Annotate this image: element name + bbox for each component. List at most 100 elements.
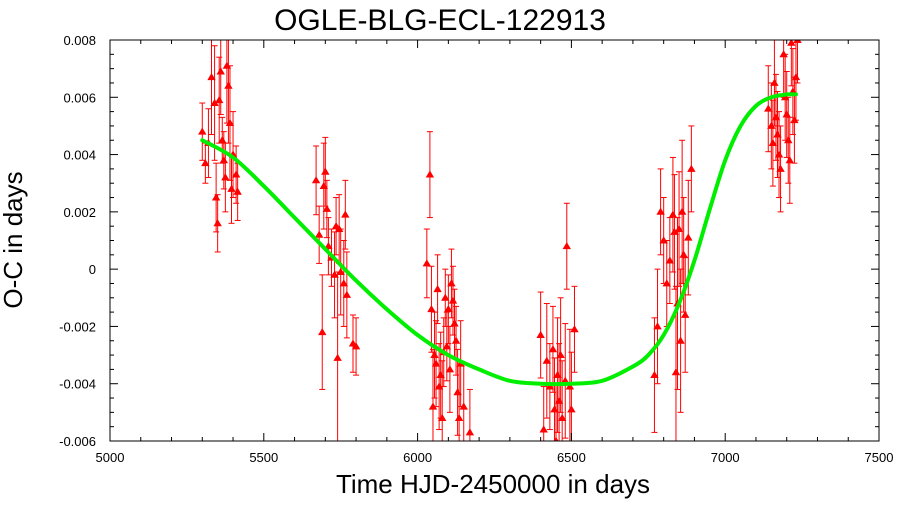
data-point-83 bbox=[668, 210, 678, 218]
data-point-39 bbox=[427, 305, 436, 313]
data-point-4 bbox=[210, 98, 219, 106]
y-tick-label: -0.006 bbox=[59, 434, 96, 449]
data-point-80 bbox=[659, 236, 668, 244]
data-point-33 bbox=[341, 210, 350, 218]
data-point-69 bbox=[554, 396, 564, 404]
data-point-70 bbox=[556, 350, 565, 359]
data-point-31 bbox=[336, 267, 345, 275]
data-point-59 bbox=[459, 402, 468, 410]
x-tick-label: 7000 bbox=[711, 450, 740, 465]
data-point-89 bbox=[677, 207, 687, 215]
data-point-96 bbox=[768, 138, 778, 147]
data-point-10 bbox=[219, 156, 229, 164]
fit-curve bbox=[200, 92, 798, 387]
data-point-30 bbox=[334, 224, 344, 232]
data-point-11 bbox=[221, 173, 230, 181]
data-point-63 bbox=[542, 356, 551, 364]
data-point-12 bbox=[222, 61, 232, 69]
data-point-42 bbox=[431, 359, 441, 367]
data-point-104 bbox=[782, 110, 791, 118]
data-point-82 bbox=[665, 256, 675, 264]
data-point-40 bbox=[428, 402, 438, 410]
data-point-19 bbox=[311, 176, 321, 184]
data-point-98 bbox=[771, 113, 781, 121]
x-tick-label: 7500 bbox=[865, 450, 894, 465]
data-point-106 bbox=[785, 156, 794, 164]
data-point-90 bbox=[679, 250, 688, 258]
data-point-17 bbox=[231, 170, 241, 178]
y-tick-label: 0.006 bbox=[63, 90, 96, 105]
data-point-93 bbox=[687, 164, 696, 172]
data-point-13 bbox=[224, 81, 233, 89]
data-point-14 bbox=[225, 118, 235, 127]
data-point-79 bbox=[656, 207, 665, 215]
data-point-5 bbox=[211, 193, 221, 201]
data-point-92 bbox=[684, 233, 693, 241]
data-point-1 bbox=[201, 158, 210, 167]
data-point-78 bbox=[653, 322, 662, 330]
data-point-111 bbox=[793, 40, 802, 43]
data-point-23 bbox=[321, 167, 330, 175]
data-point-34 bbox=[342, 290, 352, 298]
data-point-57 bbox=[454, 413, 464, 422]
data-point-22 bbox=[319, 181, 328, 190]
data-point-27 bbox=[330, 270, 339, 278]
data-point-105 bbox=[784, 136, 793, 144]
data-point-3 bbox=[207, 73, 216, 81]
data-point-62 bbox=[539, 425, 548, 433]
data-point-75 bbox=[567, 405, 576, 413]
data-point-0 bbox=[198, 127, 207, 135]
data-point-102 bbox=[779, 50, 788, 58]
data-point-48 bbox=[441, 293, 450, 301]
data-point-50 bbox=[444, 305, 453, 313]
data-point-60 bbox=[465, 428, 475, 436]
data-point-84 bbox=[670, 227, 679, 235]
data-point-101 bbox=[776, 164, 785, 172]
y-tick-label: -0.002 bbox=[59, 319, 96, 334]
data-point-52 bbox=[447, 279, 456, 287]
y-axis-title: O-C in days bbox=[0, 171, 28, 308]
data-point-56 bbox=[453, 388, 462, 396]
data-point-81 bbox=[662, 279, 671, 287]
data-point-41 bbox=[430, 350, 439, 359]
data-point-103 bbox=[780, 93, 790, 101]
data-point-110 bbox=[791, 73, 801, 81]
data-point-77 bbox=[650, 370, 659, 379]
data-point-15 bbox=[227, 184, 236, 192]
y-tick-label: 0.008 bbox=[63, 33, 96, 48]
data-point-95 bbox=[767, 121, 776, 129]
data-point-99 bbox=[773, 130, 782, 138]
data-point-37 bbox=[422, 259, 432, 267]
data-point-76 bbox=[570, 325, 579, 333]
data-point-85 bbox=[671, 368, 681, 376]
data-point-38 bbox=[425, 170, 435, 178]
data-point-55 bbox=[451, 336, 461, 344]
data-point-6 bbox=[213, 219, 222, 227]
data-point-45 bbox=[436, 370, 445, 379]
data-point-20 bbox=[314, 230, 324, 238]
data-point-53 bbox=[448, 296, 458, 304]
data-point-88 bbox=[676, 336, 685, 344]
data-point-46 bbox=[438, 413, 447, 422]
data-point-71 bbox=[557, 413, 567, 422]
data-point-44 bbox=[434, 382, 444, 390]
data-point-67 bbox=[553, 436, 559, 441]
data-point-94 bbox=[764, 104, 773, 112]
data-point-91 bbox=[681, 310, 690, 318]
data-point-87 bbox=[674, 224, 684, 232]
y-tick-label: 0 bbox=[89, 262, 96, 277]
y-tick-label: 0.004 bbox=[63, 148, 96, 163]
x-tick-label: 6500 bbox=[557, 450, 586, 465]
data-point-7 bbox=[214, 95, 224, 104]
data-point-109 bbox=[790, 116, 799, 124]
x-tick-label: 5000 bbox=[96, 450, 125, 465]
data-point-107 bbox=[787, 40, 796, 46]
data-point-74 bbox=[565, 382, 575, 390]
data-point-36 bbox=[351, 342, 361, 350]
data-point-32 bbox=[339, 279, 348, 287]
data-point-24 bbox=[322, 204, 332, 212]
data-point-66 bbox=[550, 405, 559, 413]
data-point-51 bbox=[445, 365, 455, 373]
